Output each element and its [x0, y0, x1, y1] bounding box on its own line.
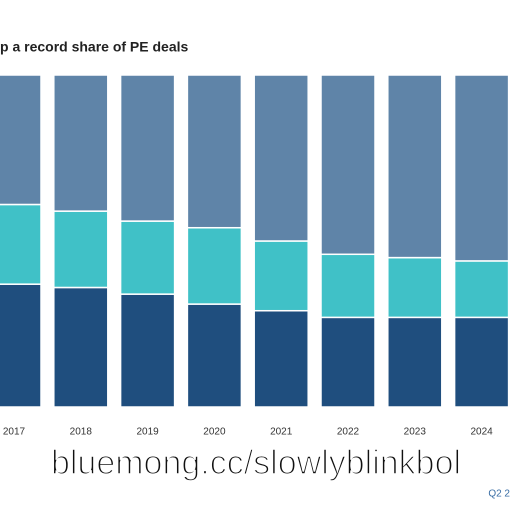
- x-tick-label: 2019: [136, 427, 159, 438]
- bar-segment: [253, 74, 309, 242]
- bar-segment: [186, 226, 243, 305]
- source-note: Q2 2: [488, 489, 510, 500]
- bar-segment: [387, 256, 443, 319]
- bar-segment: [53, 286, 109, 408]
- bar-segment: [320, 316, 376, 408]
- bar-segment: [119, 74, 176, 222]
- bar-segment: [387, 316, 443, 408]
- bar-segment: [119, 220, 176, 295]
- chart-title: p a record share of PE deals: [0, 39, 189, 55]
- bar-segment: [0, 283, 42, 408]
- bar-segment: [0, 203, 42, 285]
- bar-segment: [453, 316, 510, 408]
- x-tick-label: 2023: [404, 427, 427, 438]
- watermark: bluemong.cc/slowlyblinkbol: [51, 444, 461, 482]
- bar-segment: [253, 240, 309, 312]
- x-tick-label: 2018: [70, 427, 93, 438]
- bar-segment: [320, 74, 376, 256]
- bar-segment: [53, 210, 109, 289]
- x-tick-label: 2024: [470, 427, 493, 438]
- bar-segment: [0, 74, 42, 206]
- bar-segment: [186, 74, 243, 229]
- bar-segment: [453, 260, 510, 319]
- bar-segment: [119, 293, 176, 408]
- bar-segment: [387, 74, 443, 259]
- bar-segment: [253, 309, 309, 408]
- x-tick-label: 2021: [270, 427, 293, 438]
- x-tick-label: 2020: [203, 427, 226, 438]
- x-tick-label: 2017: [3, 427, 26, 438]
- bar-segment: [53, 74, 109, 212]
- bar-segment: [186, 303, 243, 408]
- bar-segment: [453, 74, 510, 262]
- x-tick-label: 2022: [337, 427, 360, 438]
- bar-segment: [320, 253, 376, 319]
